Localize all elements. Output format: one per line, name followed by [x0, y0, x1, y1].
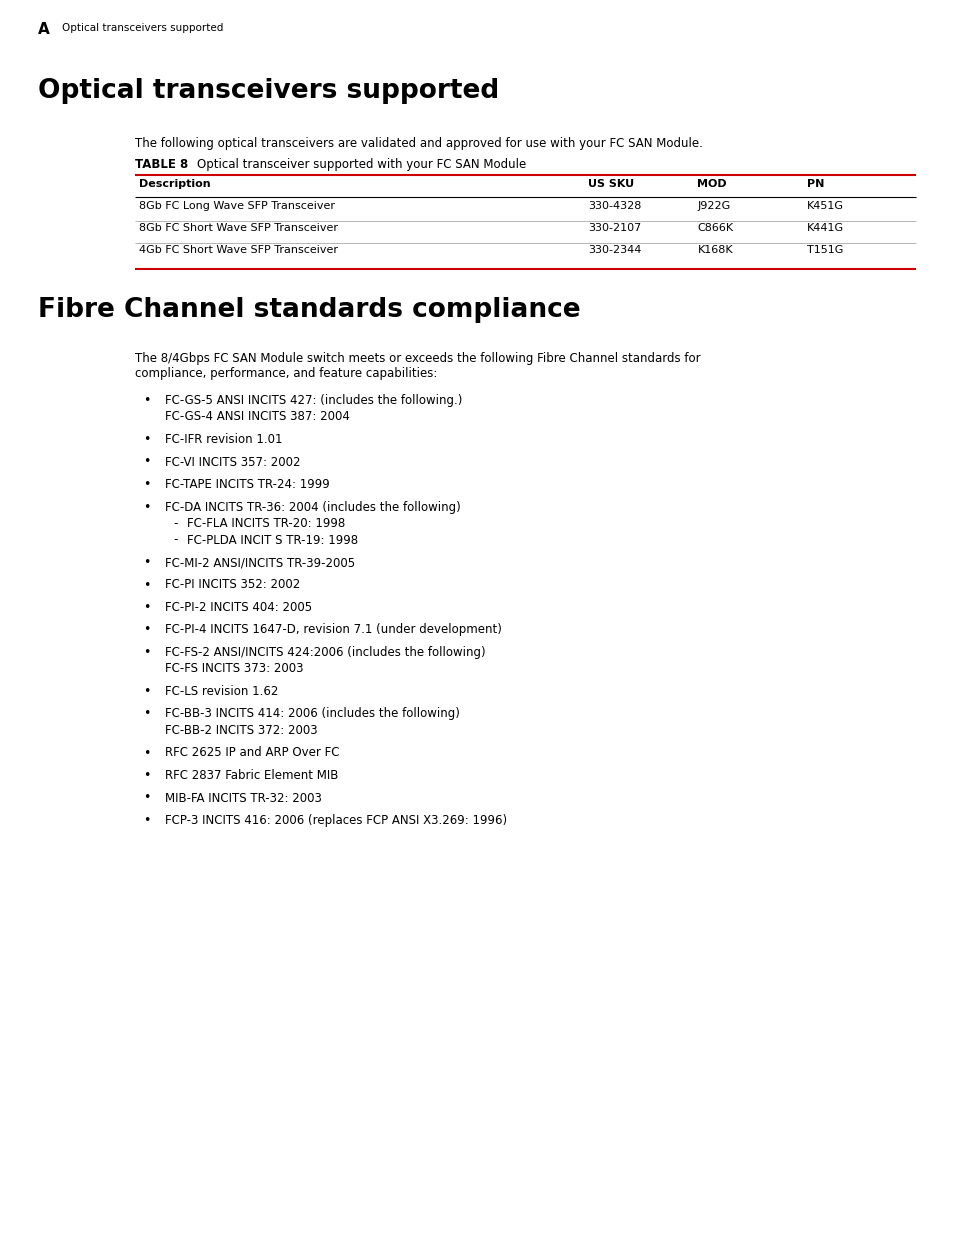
Text: •: •: [143, 478, 151, 492]
Text: •: •: [143, 746, 151, 760]
Text: K441G: K441G: [806, 224, 843, 233]
Text: FC-FS INCITS 373: 2003: FC-FS INCITS 373: 2003: [165, 662, 303, 676]
Text: Fibre Channel standards compliance: Fibre Channel standards compliance: [38, 296, 580, 324]
Text: FC-FLA INCITS TR-20: 1998: FC-FLA INCITS TR-20: 1998: [187, 517, 345, 530]
Text: K451G: K451G: [806, 201, 842, 211]
Text: 8Gb FC Short Wave SFP Transceiver: 8Gb FC Short Wave SFP Transceiver: [139, 224, 337, 233]
Text: The following optical transceivers are validated and approved for use with your : The following optical transceivers are v…: [135, 137, 702, 149]
Text: 330-2344: 330-2344: [587, 245, 640, 254]
Text: FC-BB-2 INCITS 372: 2003: FC-BB-2 INCITS 372: 2003: [165, 724, 317, 737]
Text: •: •: [143, 456, 151, 468]
Text: •: •: [143, 433, 151, 446]
Text: •: •: [143, 624, 151, 636]
Text: •: •: [143, 556, 151, 569]
Text: TABLE 8: TABLE 8: [135, 158, 188, 170]
Text: RFC 2837 Fabric Element MIB: RFC 2837 Fabric Element MIB: [165, 769, 338, 782]
Text: •: •: [143, 601, 151, 614]
Text: -: -: [172, 517, 177, 530]
Text: FC-VI INCITS 357: 2002: FC-VI INCITS 357: 2002: [165, 456, 300, 468]
Text: K168K: K168K: [697, 245, 732, 254]
Text: •: •: [143, 394, 151, 408]
Text: FC-PI-4 INCITS 1647-D, revision 7.1 (under development): FC-PI-4 INCITS 1647-D, revision 7.1 (und…: [165, 624, 501, 636]
Text: FC-MI-2 ANSI/INCITS TR-39-2005: FC-MI-2 ANSI/INCITS TR-39-2005: [165, 556, 355, 569]
Text: FC-FS-2 ANSI/INCITS 424:2006 (includes the following): FC-FS-2 ANSI/INCITS 424:2006 (includes t…: [165, 646, 485, 659]
Text: FC-PI INCITS 352: 2002: FC-PI INCITS 352: 2002: [165, 578, 300, 592]
Text: FC-LS revision 1.62: FC-LS revision 1.62: [165, 685, 278, 698]
Text: Description: Description: [139, 179, 211, 189]
Text: Optical transceivers supported: Optical transceivers supported: [38, 78, 498, 104]
Text: T151G: T151G: [806, 245, 842, 254]
Text: •: •: [143, 814, 151, 827]
Text: US SKU: US SKU: [587, 179, 634, 189]
Text: •: •: [143, 646, 151, 659]
Text: FC-DA INCITS TR-36: 2004 (includes the following): FC-DA INCITS TR-36: 2004 (includes the f…: [165, 500, 460, 514]
Text: FC-TAPE INCITS TR-24: 1999: FC-TAPE INCITS TR-24: 1999: [165, 478, 330, 492]
Text: PN: PN: [806, 179, 823, 189]
Text: •: •: [143, 708, 151, 720]
Text: FC-GS-4 ANSI INCITS 387: 2004: FC-GS-4 ANSI INCITS 387: 2004: [165, 410, 350, 424]
Text: 330-4328: 330-4328: [587, 201, 640, 211]
Text: 4Gb FC Short Wave SFP Transceiver: 4Gb FC Short Wave SFP Transceiver: [139, 245, 337, 254]
Text: -: -: [172, 534, 177, 547]
Text: 8Gb FC Long Wave SFP Transceiver: 8Gb FC Long Wave SFP Transceiver: [139, 201, 335, 211]
Text: FC-PI-2 INCITS 404: 2005: FC-PI-2 INCITS 404: 2005: [165, 601, 312, 614]
Text: FC-GS-5 ANSI INCITS 427: (includes the following.): FC-GS-5 ANSI INCITS 427: (includes the f…: [165, 394, 462, 408]
Text: FCP-3 INCITS 416: 2006 (replaces FCP ANSI X3.269: 1996): FCP-3 INCITS 416: 2006 (replaces FCP ANS…: [165, 814, 507, 827]
Text: The 8/4Gbps FC SAN Module switch meets or exceeds the following Fibre Channel st: The 8/4Gbps FC SAN Module switch meets o…: [135, 352, 700, 380]
Text: Optical transceivers supported: Optical transceivers supported: [62, 23, 223, 33]
Text: MOD: MOD: [697, 179, 726, 189]
Text: FC-BB-3 INCITS 414: 2006 (includes the following): FC-BB-3 INCITS 414: 2006 (includes the f…: [165, 708, 459, 720]
Text: A: A: [38, 22, 50, 37]
Text: Optical transceiver supported with your FC SAN Module: Optical transceiver supported with your …: [196, 158, 526, 170]
Text: RFC 2625 IP and ARP Over FC: RFC 2625 IP and ARP Over FC: [165, 746, 339, 760]
Text: •: •: [143, 500, 151, 514]
Text: FC-IFR revision 1.01: FC-IFR revision 1.01: [165, 433, 282, 446]
Text: FC-PLDA INCIT S TR-19: 1998: FC-PLDA INCIT S TR-19: 1998: [187, 534, 357, 547]
Text: •: •: [143, 685, 151, 698]
Text: •: •: [143, 769, 151, 782]
Text: C866K: C866K: [697, 224, 733, 233]
Text: J922G: J922G: [697, 201, 730, 211]
Text: •: •: [143, 578, 151, 592]
Text: •: •: [143, 792, 151, 804]
Text: MIB-FA INCITS TR-32: 2003: MIB-FA INCITS TR-32: 2003: [165, 792, 321, 804]
Text: 330-2107: 330-2107: [587, 224, 640, 233]
